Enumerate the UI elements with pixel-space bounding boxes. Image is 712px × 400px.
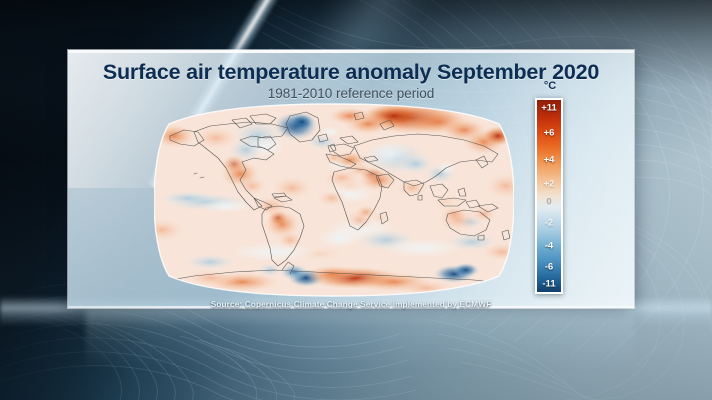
colorbar-tick-label: -4 [544,240,554,252]
colorbar[interactable]: +11 +6 +4 +2 0 -2 -4 -6 -11 [535,98,563,294]
colorbar-tick-label: +4 [543,153,555,165]
colorbar-tick-label: -11 [542,278,556,290]
source-attribution: Source: Copernicus Climate Change Servic… [210,300,492,309]
panel-top-edge [68,50,634,53]
world-anomaly-map [154,102,514,298]
colorbar-tick-label: +6 [543,126,555,138]
colorbar-tick-label: -6 [544,261,554,273]
colorbar-tick-label: +11 [541,101,557,113]
colorbar-tick-label: +2 [543,178,555,190]
colorbar-tick-label: 0 [546,196,552,207]
info-panel: Surface air temperature anomaly Septembe… [68,50,634,309]
page-title: Surface air temperature anomaly Septembe… [102,60,600,84]
panel-floor-reflection [86,308,634,370]
colorbar-tick-label: -2 [544,217,554,229]
colorbar-unit-label: °C [543,80,557,92]
page-subtitle: 1981-2010 reference period [267,86,435,101]
